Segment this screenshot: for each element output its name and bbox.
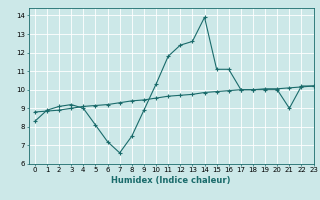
X-axis label: Humidex (Indice chaleur): Humidex (Indice chaleur): [111, 176, 231, 185]
